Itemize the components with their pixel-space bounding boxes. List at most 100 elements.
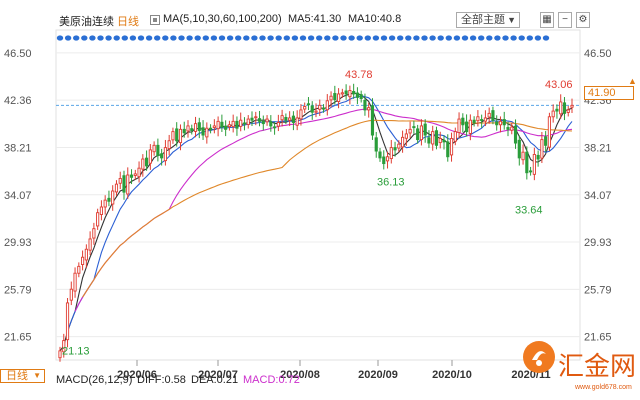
event-dot <box>348 35 355 41</box>
event-dot <box>502 35 509 41</box>
period-label[interactable]: 日线 <box>117 16 139 28</box>
candle-body <box>205 127 209 138</box>
gold-logo-icon <box>523 341 555 373</box>
candle-body <box>480 119 484 121</box>
candle-body <box>457 118 461 133</box>
candle-body <box>483 117 487 122</box>
event-dot <box>121 35 128 41</box>
candle-body <box>246 118 250 126</box>
candle-body <box>333 93 337 101</box>
candle-body <box>348 90 352 98</box>
candle-body <box>325 100 329 111</box>
event-dot <box>324 35 331 41</box>
event-dot <box>170 35 177 41</box>
candle-body <box>438 138 442 144</box>
event-dot <box>145 35 153 41</box>
candle-body <box>182 128 186 134</box>
candle-body <box>284 117 288 121</box>
ma10-value: MA10:40.8 <box>348 13 402 25</box>
ma-toggle-icon[interactable] <box>150 15 160 25</box>
theme-select[interactable]: 全部主题 ▼ <box>456 12 520 28</box>
price-annotations: 43.78 43.06 36.13 33.64 21.13 <box>62 69 573 358</box>
event-dot <box>453 35 461 41</box>
candle-body <box>58 350 62 359</box>
event-dot <box>494 35 501 41</box>
candle-body <box>385 156 390 162</box>
candle-body <box>404 133 408 139</box>
candle-body <box>401 136 405 148</box>
macd-dea: DEA:0.21 <box>191 374 239 386</box>
event-dot <box>421 35 428 41</box>
event-dot <box>73 35 80 41</box>
candle-body <box>190 128 194 131</box>
event-dot <box>413 35 420 41</box>
candle-body <box>261 120 265 125</box>
ma60-line <box>82 119 573 298</box>
candle-body <box>382 156 386 165</box>
candle-body <box>476 116 480 122</box>
candle-body <box>209 127 213 130</box>
grid-lines <box>55 29 581 361</box>
event-dot <box>534 35 542 41</box>
event-dot <box>210 35 218 41</box>
candle-body <box>242 122 247 125</box>
event-dot <box>542 35 550 41</box>
candle-body <box>412 126 416 129</box>
candle-body <box>551 110 555 118</box>
x-tick-label: 2020/09 <box>358 369 398 381</box>
chart-toolbar: 美原油连续 日线 MA(5,10,30,60,100,200) MA5:41.3… <box>0 0 640 30</box>
price-arrow-icon: ▲ <box>628 76 637 86</box>
price-annotation-label: 36.13 <box>377 176 405 188</box>
settings-icon[interactable]: ⚙ <box>576 12 590 28</box>
current-price-tag: 41.90 <box>584 86 634 100</box>
candle-body <box>547 116 551 148</box>
ma5-line <box>59 92 573 352</box>
x-tick-label: 2020/07 <box>198 369 238 381</box>
candle-body <box>197 122 201 131</box>
candle-body <box>193 123 198 132</box>
event-dot <box>510 35 517 41</box>
candle-body <box>513 125 518 144</box>
candle-body <box>276 122 280 127</box>
event-dot <box>405 35 412 41</box>
watermark-url: www.gold678.com <box>575 384 632 391</box>
candle-body <box>84 248 88 261</box>
candle-body <box>122 175 126 193</box>
candle-body <box>160 153 164 159</box>
candle-body <box>73 272 77 292</box>
y-tick-label-right: 38.21 <box>584 143 612 155</box>
candle-body <box>416 128 420 141</box>
theme-select-label: 全部主题 <box>461 14 505 26</box>
event-dot <box>364 35 371 41</box>
event-dot <box>243 35 250 41</box>
candle-body <box>536 154 540 160</box>
macd-value: MACD:0.72 <box>243 374 300 386</box>
ma5-value: MA5:41.30 <box>288 13 342 25</box>
ma-params-label[interactable]: MA(5,10,30,60,100,200) <box>163 13 282 25</box>
event-dot <box>137 35 145 41</box>
event-dot <box>235 35 242 41</box>
candle-body <box>167 140 171 149</box>
candle-body <box>265 118 269 123</box>
candle-body <box>250 117 254 121</box>
grid-icon[interactable]: ▦ <box>540 12 554 28</box>
candlestick-series <box>58 83 574 362</box>
price-annotation-label: 43.78 <box>345 69 373 81</box>
candle-body <box>291 115 295 123</box>
event-dot <box>97 35 104 41</box>
candle-body <box>239 119 243 127</box>
chevron-down-icon: ▼ <box>507 15 516 25</box>
candle-body <box>148 149 152 164</box>
candle-body <box>498 120 503 126</box>
candle-body <box>156 144 160 157</box>
period-select[interactable]: 日线 ▼ <box>0 369 45 383</box>
candle-body <box>137 167 141 178</box>
x-tick-label: 2020/10 <box>432 369 472 381</box>
y-tick-label-right: 46.50 <box>584 48 612 60</box>
candle-body <box>114 183 119 193</box>
event-dot <box>437 35 444 41</box>
minus-icon[interactable]: − <box>558 12 572 28</box>
candle-body <box>525 151 529 174</box>
candle-body <box>133 173 137 176</box>
event-dot <box>469 35 477 41</box>
